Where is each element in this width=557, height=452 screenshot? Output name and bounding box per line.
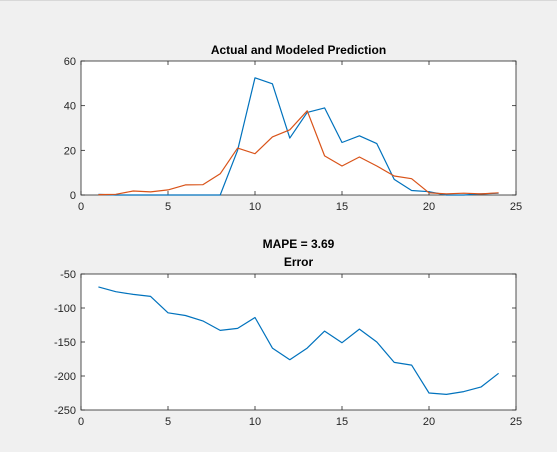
y-tick-label: -150	[54, 337, 76, 349]
y-tick-label: 0	[70, 190, 76, 202]
figure-top-border	[0, 0, 557, 1]
x-tick-label: 0	[78, 201, 84, 213]
x-tick-label: 20	[423, 416, 435, 428]
y-tick-label: -100	[54, 303, 76, 315]
y-tick-label: -200	[54, 371, 76, 383]
axes-2: 0 5 10 15 20 25 -250 -200 -150 -100 -50 MAPE = 3.69…	[54, 237, 522, 428]
x-tick-label: 25	[510, 201, 522, 213]
series-line-2	[98, 110, 499, 196]
series-line-1	[98, 286, 499, 395]
x-tick-label: 5	[165, 416, 171, 428]
y-tick-label: 60	[64, 56, 76, 68]
y-tick-label: 40	[64, 101, 76, 113]
x-tick-label: 10	[249, 201, 261, 213]
x-tick-label: 20	[423, 201, 435, 213]
chart-subtitle: Error	[284, 255, 314, 269]
plot-area	[80, 273, 517, 411]
y-tick-label: -50	[60, 269, 76, 281]
x-tick-label: 15	[336, 416, 348, 428]
y-tick-label: -250	[54, 405, 76, 417]
x-tick-label: 10	[249, 416, 261, 428]
series-line-1	[98, 77, 499, 196]
chart-title: MAPE = 3.69	[263, 237, 335, 251]
x-tick-label: 0	[78, 416, 84, 428]
plot-area	[80, 60, 517, 196]
axes-1: 0 5 10 15 20 25 0 20 40 60 Actual and Modeled Pred…	[64, 43, 522, 213]
x-tick-label: 5	[165, 201, 171, 213]
x-tick-label: 15	[336, 201, 348, 213]
chart-title: Actual and Modeled Prediction	[211, 43, 386, 57]
x-tick-label: 25	[510, 416, 522, 428]
y-tick-label: 20	[64, 145, 76, 157]
